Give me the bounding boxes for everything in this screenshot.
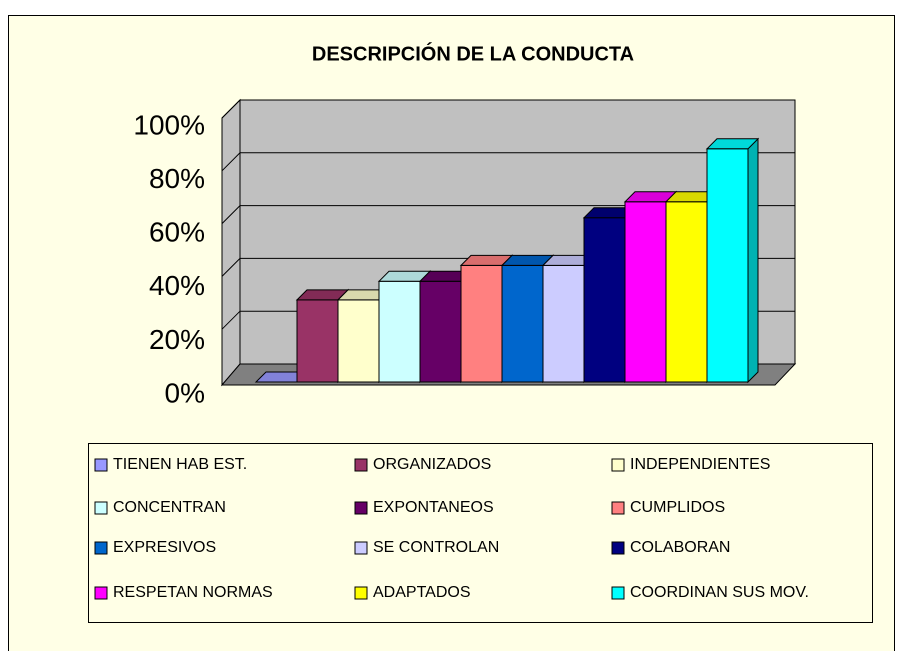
bar-top-shade bbox=[625, 191, 676, 202]
legend-label: RESPETAN NORMAS bbox=[113, 584, 273, 601]
grid-line bbox=[221, 152, 795, 172]
bar bbox=[337, 299, 380, 383]
bar-top-shade bbox=[379, 271, 430, 282]
legend-swatch bbox=[94, 458, 108, 472]
bar-top bbox=[705, 138, 760, 150]
y-tick-label: 60% bbox=[149, 217, 205, 248]
bar-top-shade bbox=[461, 255, 512, 266]
legend-swatch bbox=[611, 586, 625, 600]
bar bbox=[419, 280, 462, 383]
legend-label: CUMPLIDOS bbox=[630, 499, 725, 516]
legend-label: EXPONTANEOS bbox=[373, 499, 494, 516]
legend-label: TIENEN HAB EST. bbox=[113, 456, 247, 473]
bar-top-shade bbox=[297, 289, 348, 300]
legend-swatch bbox=[94, 501, 108, 515]
chart-title: DESCRIPCIÓN DE LA CONDUCTA bbox=[312, 41, 634, 65]
legend-label: INDEPENDIENTES bbox=[630, 456, 770, 473]
legend-label: COORDINAN SUS MOV. bbox=[630, 584, 809, 601]
legend-swatch bbox=[611, 541, 625, 555]
bar-top-shade bbox=[256, 372, 307, 382]
y-tick-label: 40% bbox=[149, 270, 205, 301]
legend-swatch bbox=[354, 586, 368, 600]
bar bbox=[378, 280, 421, 383]
bar bbox=[542, 264, 585, 383]
legend-label: ORGANIZADOS bbox=[373, 456, 491, 473]
bar bbox=[665, 201, 708, 383]
bar bbox=[624, 201, 667, 383]
legend-label: ADAPTADOS bbox=[373, 584, 471, 601]
bar-top-shade bbox=[584, 207, 635, 218]
legend-label: EXPRESIVOS bbox=[113, 539, 216, 556]
grid-line bbox=[221, 205, 795, 224]
bar bbox=[583, 217, 626, 383]
bar-top-shade bbox=[502, 255, 553, 266]
bar-top-shade bbox=[420, 271, 471, 282]
y-tick-label: 100% bbox=[133, 109, 205, 140]
legend-swatch bbox=[94, 541, 108, 555]
legend-swatch bbox=[354, 541, 368, 555]
legend-swatch bbox=[94, 586, 108, 600]
side-wall bbox=[221, 98, 241, 387]
bar bbox=[501, 264, 544, 383]
bar-top-shade bbox=[707, 138, 758, 149]
y-tick-label: 20% bbox=[149, 324, 205, 355]
bar bbox=[706, 148, 749, 383]
bar-top-shade bbox=[666, 191, 717, 202]
legend-swatch bbox=[611, 458, 625, 472]
y-tick-label: 0% bbox=[165, 377, 205, 408]
bar bbox=[460, 264, 503, 383]
grid-line bbox=[221, 99, 795, 119]
legend-label: COLABORAN bbox=[630, 539, 730, 556]
bar-side-shade bbox=[748, 138, 758, 382]
legend-swatch bbox=[611, 501, 625, 515]
legend-swatch bbox=[354, 458, 368, 472]
bar-top-shade bbox=[543, 255, 594, 266]
y-tick-label: 80% bbox=[149, 163, 205, 194]
bar-top-shade bbox=[338, 289, 389, 300]
legend-swatch bbox=[354, 501, 368, 515]
legend-label: SE CONTROLAN bbox=[373, 539, 499, 556]
legend bbox=[88, 443, 873, 623]
bar bbox=[296, 299, 339, 383]
legend-label: CONCENTRAN bbox=[113, 499, 226, 516]
